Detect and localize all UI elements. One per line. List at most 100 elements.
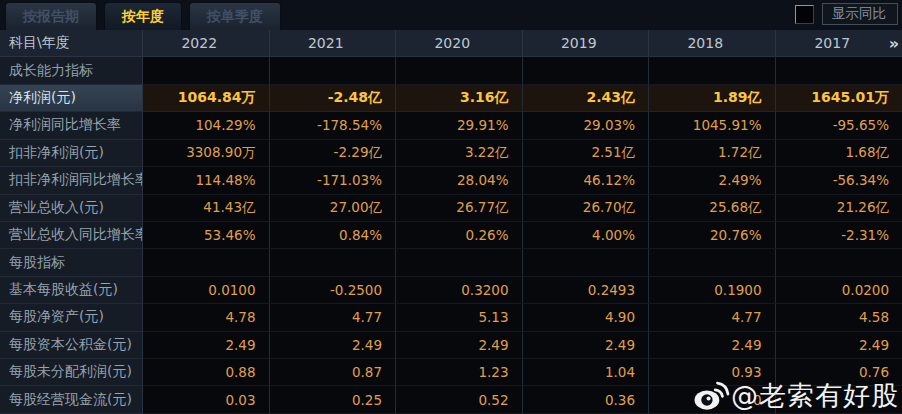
cell-value — [270, 57, 397, 84]
show-yoy-checkbox[interactable] — [795, 5, 814, 24]
cell-value: 1.89亿 — [649, 85, 776, 112]
cell-value: 5.13 — [396, 304, 523, 331]
table-row[interactable]: 营业总收入同比增长率 53.46% 0.84% 0.26% 4.00% 20.7… — [0, 222, 902, 249]
cell-value: 1.04 — [523, 359, 650, 386]
cell-value — [523, 249, 650, 276]
header-year-2017: 2017 » — [776, 30, 902, 57]
cell-value: 0.36 — [523, 386, 650, 413]
row-label: 基本每股收益(元) — [0, 277, 143, 304]
row-label: 净利润(元) — [0, 85, 143, 112]
cell-value: 1645.01万 — [776, 85, 902, 112]
cell-value: -95.65% — [776, 112, 902, 139]
financial-table: 科目\年度 2022 2021 2020 2019 2018 2017 » 成长… — [0, 30, 902, 414]
cell-value: 0.76 — [776, 359, 902, 386]
cell-value: 28.04% — [396, 167, 523, 194]
cell-value — [649, 249, 776, 276]
row-label: 每股资本公积金(元) — [0, 332, 143, 359]
cell-value: 0 — [649, 386, 776, 413]
cell-value: 29.03% — [523, 112, 650, 139]
cell-value — [143, 249, 270, 276]
cell-value — [143, 57, 270, 84]
cell-value: 0.0200 — [776, 277, 902, 304]
cell-value — [776, 249, 902, 276]
table-row[interactable]: 每股资本公积金(元) 2.49 2.49 2.49 2.49 2.49 2.49 — [0, 332, 902, 359]
table-row[interactable]: 净利润同比增长率 104.29% -178.54% 29.91% 29.03% … — [0, 112, 902, 139]
tab-report-period[interactable]: 按报告期 — [5, 2, 97, 30]
header-year-2022: 2022 — [143, 30, 270, 57]
header-subject-year: 科目\年度 — [0, 30, 143, 57]
table-row[interactable]: 每股经营现金流(元) 0.03 0.25 0.52 0.36 0 — [0, 386, 902, 413]
table-row[interactable]: 每股未分配利润(元) 0.88 0.87 1.23 1.04 0.93 0.76 — [0, 359, 902, 386]
row-label: 净利润同比增长率 — [0, 112, 143, 139]
cell-value: 3.22亿 — [396, 140, 523, 167]
cell-value: 104.29% — [143, 112, 270, 139]
table-row[interactable]: 营业总收入(元) 41.43亿 27.00亿 26.77亿 26.70亿 25.… — [0, 195, 902, 222]
cell-value — [396, 57, 523, 84]
cell-value: -0.2500 — [270, 277, 397, 304]
yoy-controls: 显示同比 — [795, 3, 898, 25]
table-row[interactable]: 基本每股收益(元) 0.0100 -0.2500 0.3200 0.2493 0… — [0, 277, 902, 304]
row-label: 扣非净利润(元) — [0, 140, 143, 167]
cell-value: 0.87 — [270, 359, 397, 386]
cell-value: -178.54% — [270, 112, 397, 139]
period-tab-bar: 按报告期 按年度 按单季度 — [0, 0, 902, 30]
table-row[interactable]: 每股净资产(元) 4.78 4.77 5.13 4.90 4.77 4.58 — [0, 304, 902, 331]
cell-value: 1.72亿 — [649, 140, 776, 167]
row-label: 营业总收入(元) — [0, 195, 143, 222]
cell-value: 0.84% — [270, 222, 397, 249]
cell-value: -2.29亿 — [270, 140, 397, 167]
show-yoy-label[interactable]: 显示同比 — [822, 3, 898, 25]
cell-value: 4.77 — [270, 304, 397, 331]
cell-value — [523, 57, 650, 84]
cell-value: -56.34% — [776, 167, 902, 194]
cell-value: 21.26亿 — [776, 195, 902, 222]
cell-value: 29.91% — [396, 112, 523, 139]
cell-value: 2.49 — [523, 332, 650, 359]
more-columns-icon[interactable]: » — [889, 34, 897, 53]
cell-value: 0.88 — [143, 359, 270, 386]
row-label: 每股未分配利润(元) — [0, 359, 143, 386]
table-row[interactable]: 扣非净利润(元) 3308.90万 -2.29亿 3.22亿 2.51亿 1.7… — [0, 140, 902, 167]
row-label: 每股指标 — [0, 249, 143, 276]
row-label: 每股净资产(元) — [0, 304, 143, 331]
cell-value: 26.77亿 — [396, 195, 523, 222]
cell-value — [776, 386, 902, 413]
cell-value: 0.3200 — [396, 277, 523, 304]
cell-value: 2.49 — [776, 332, 902, 359]
row-label: 每股经营现金流(元) — [0, 386, 143, 413]
header-year-2020: 2020 — [396, 30, 523, 57]
cell-value: 4.77 — [649, 304, 776, 331]
table-row[interactable]: 净利润(元) 1064.84万 -2.48亿 3.16亿 2.43亿 1.89亿… — [0, 85, 902, 112]
table-row[interactable]: 扣非净利润同比增长率 114.48% -171.03% 28.04% 46.12… — [0, 167, 902, 194]
row-label: 成长能力指标 — [0, 57, 143, 84]
header-year-2021: 2021 — [270, 30, 397, 57]
cell-value: 25.68亿 — [649, 195, 776, 222]
cell-value: 2.49% — [649, 167, 776, 194]
cell-value: 26.70亿 — [523, 195, 650, 222]
cell-value: 4.90 — [523, 304, 650, 331]
cell-value: 4.58 — [776, 304, 902, 331]
cell-value: 0.03 — [143, 386, 270, 413]
tab-yearly[interactable]: 按年度 — [104, 2, 182, 30]
tab-single-quarter[interactable]: 按单季度 — [189, 2, 281, 30]
cell-value: 0.52 — [396, 386, 523, 413]
cell-value: 46.12% — [523, 167, 650, 194]
cell-value: 4.78 — [143, 304, 270, 331]
cell-value: 1045.91% — [649, 112, 776, 139]
header-year-2018: 2018 — [649, 30, 776, 57]
cell-value: 0.1900 — [649, 277, 776, 304]
cell-value: 41.43亿 — [143, 195, 270, 222]
header-year-label: 2017 — [814, 35, 850, 51]
financial-table-screen: { "tabs": [ { "label": "按报告期", "active":… — [0, 0, 902, 414]
cell-value — [649, 57, 776, 84]
cell-value: 2.49 — [143, 332, 270, 359]
table-row[interactable]: 每股指标 — [0, 249, 902, 276]
cell-value: -171.03% — [270, 167, 397, 194]
cell-value: 0.25 — [270, 386, 397, 413]
table-row[interactable]: 成长能力指标 — [0, 57, 902, 84]
cell-value — [270, 249, 397, 276]
cell-value: 1.68亿 — [776, 140, 902, 167]
cell-value: -2.31% — [776, 222, 902, 249]
header-year-2019: 2019 — [523, 30, 650, 57]
cell-value: 2.43亿 — [523, 85, 650, 112]
